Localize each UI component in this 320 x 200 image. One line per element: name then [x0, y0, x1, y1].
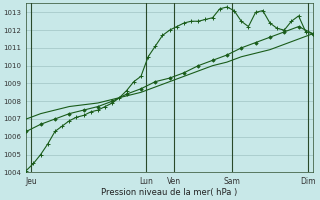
X-axis label: Pression niveau de la mer( hPa ): Pression niveau de la mer( hPa ) — [101, 188, 238, 197]
